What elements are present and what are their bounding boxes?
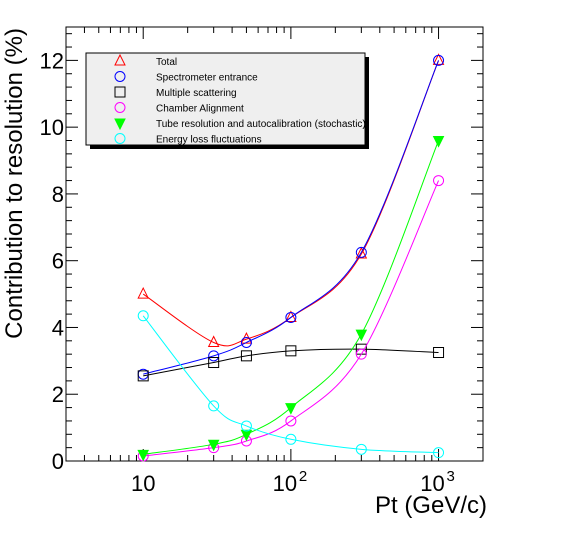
legend-box [85,52,366,146]
y-tick-label: 2 [52,382,64,407]
data-point [355,246,367,258]
data-point [137,310,149,322]
data-point [207,439,220,452]
data-point [355,246,368,259]
series-line [143,348,439,377]
data-point [433,347,445,358]
data-point [207,335,220,347]
data-point [208,400,220,412]
x-tick-label-base: 10 [131,471,155,496]
x-tick-label-base: 10 [420,471,444,496]
series-4 [137,175,445,462]
data-point [355,329,368,342]
data-point [285,433,297,445]
legend-marker [114,53,126,66]
legend-entry: Total [114,53,177,68]
data-point [208,357,220,369]
data-point [240,429,253,442]
y-tick-label: 12 [40,48,64,73]
x-tick-label: 10 3 [420,468,455,496]
legend-marker [114,86,126,98]
legend-marker [114,118,126,131]
data-point [240,420,252,432]
x-tick-label: 10 [131,471,155,496]
legend-marker [114,102,126,113]
y-tick-label: 6 [52,249,64,274]
legend-label: Tube resolution and autocalibration (sto… [156,119,366,130]
legend-entry: Chamber Alignment [114,102,244,115]
legend-label: Multiple scattering [156,88,237,99]
y-tick-label: 4 [52,315,64,340]
data-point [432,136,445,148]
data-point [137,449,150,462]
x-tick-label-exponent: 2 [299,468,307,485]
y-tick-label: 10 [40,115,64,140]
legend-label: Energy loss fluctuations [156,135,262,146]
y-tick-label: 8 [52,182,64,207]
x-axis-title: Pt (GeV/c) [375,492,487,519]
data-point [285,403,297,415]
data-point [208,350,220,362]
legend-entry: Multiple scattering [114,86,237,99]
legend-entry: Spectrometer entrance [114,71,258,84]
plot-frame [65,26,484,462]
series-3 [137,343,445,382]
series-line [142,315,439,454]
legend: Total Spectrometer entrance Multiple scatt… [85,52,369,149]
data-point [240,336,252,348]
data-series [137,53,445,462]
x-tick-label-base: 10 [273,471,297,496]
data-point [285,415,297,427]
data-point [355,443,367,455]
series-5 [137,136,445,462]
data-point [433,447,445,459]
data-point [433,175,445,187]
axis-ticks [65,27,484,462]
legend-label: Total [156,57,177,68]
data-point [355,348,367,360]
legend-entry: Tube resolution and autocalibration (sto… [114,118,366,131]
data-point [432,53,445,65]
legend-entry: Energy loss fluctuations [114,133,262,146]
data-point [285,311,297,323]
legend-label: Spectrometer entrance [156,73,258,84]
data-point [137,286,150,299]
data-point [240,350,252,362]
data-point [433,54,445,66]
data-point [285,310,297,322]
series-line [143,60,440,375]
legend-marker [114,71,126,82]
y-axis-title: Contribution to resolution (%) [1,28,28,339]
plot-border [65,26,484,462]
y-tick-label: 0 [52,449,64,474]
x-tick-label: 10 2 [273,468,308,496]
series-6 [137,310,445,459]
data-point [285,345,297,357]
legend-label: Chamber Alignment [156,104,244,115]
legend-marker [114,133,126,144]
x-tick-label-exponent: 3 [447,468,455,485]
data-point [137,370,149,382]
